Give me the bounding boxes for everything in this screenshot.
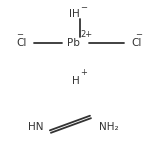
Text: IH: IH: [69, 9, 80, 19]
Text: −: −: [16, 30, 23, 39]
Text: +: +: [80, 68, 87, 77]
Text: Pb: Pb: [67, 38, 80, 48]
Text: −: −: [135, 30, 142, 39]
Text: Cl: Cl: [132, 38, 142, 48]
Text: H: H: [72, 76, 80, 86]
Text: −: −: [80, 3, 87, 12]
Text: NH₂: NH₂: [99, 122, 119, 132]
Text: Cl: Cl: [16, 38, 27, 48]
Text: HN: HN: [28, 122, 44, 132]
Text: 2+: 2+: [80, 30, 92, 39]
